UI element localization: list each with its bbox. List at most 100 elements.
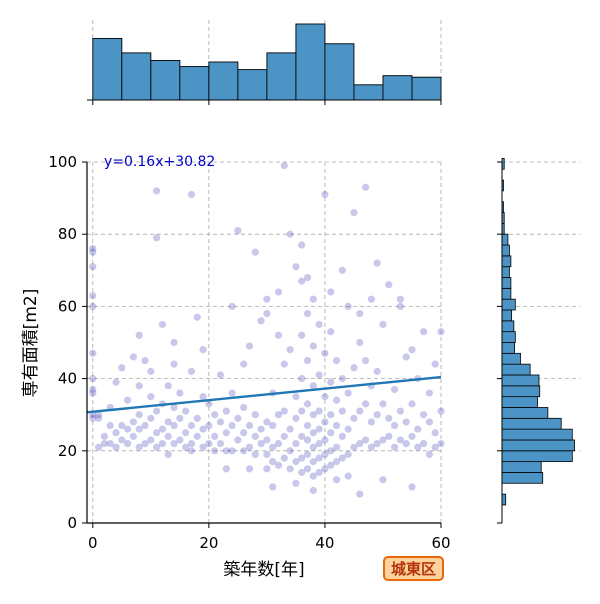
scatter-point <box>182 407 190 415</box>
scatter-point <box>414 443 422 451</box>
scatter-point <box>164 418 172 426</box>
scatter-point <box>211 432 219 440</box>
scatter-point <box>269 421 277 430</box>
scatter-point <box>437 328 445 336</box>
scatter-point <box>187 190 196 199</box>
regression-line <box>86 375 442 414</box>
scatter-point <box>135 382 143 390</box>
x-hist-bar <box>237 69 268 101</box>
scatter-point <box>315 454 323 462</box>
scatter-point <box>309 411 317 419</box>
y-hist-bar <box>501 342 515 354</box>
scatter-point <box>263 295 271 303</box>
scatter-point <box>205 421 213 430</box>
scatter-point <box>303 310 312 318</box>
scatter-point <box>222 447 230 455</box>
scatter-point <box>327 288 335 296</box>
x-hist-bar <box>179 66 210 101</box>
scatter-point <box>228 389 236 397</box>
scatter-point <box>251 411 259 419</box>
scatter-point <box>379 320 387 329</box>
scatter-point <box>315 468 323 477</box>
scatter-point <box>263 418 271 426</box>
scatter-point <box>240 360 248 368</box>
scatter-point <box>402 439 410 448</box>
scatter-point <box>367 295 375 303</box>
scatter-point <box>361 183 370 191</box>
scatter-point <box>321 436 329 444</box>
scatter-point <box>321 465 329 473</box>
scatter-point <box>89 291 97 300</box>
scatter-point <box>211 411 219 419</box>
scatter-point <box>309 486 317 495</box>
scatter-point <box>338 432 346 440</box>
scatter-point <box>298 407 306 415</box>
scatter-point <box>158 439 167 448</box>
scatter-point <box>222 407 230 415</box>
scatter-point <box>321 450 329 459</box>
scatter-point <box>164 432 172 440</box>
y-hist-bar <box>501 396 538 408</box>
scatter-point <box>141 439 149 448</box>
scatter-point <box>425 418 433 426</box>
x-hist-bar <box>411 76 442 101</box>
scatter-point <box>402 353 410 361</box>
scatter-point <box>89 248 97 256</box>
scatter-point <box>274 331 283 339</box>
y-hist-bar <box>501 309 513 322</box>
scatter-point <box>315 439 323 448</box>
scatter-point <box>205 439 213 448</box>
scatter-point <box>234 226 242 235</box>
y-hist-bar <box>501 385 541 398</box>
scatter-point <box>158 425 167 433</box>
scatter-point <box>338 407 346 415</box>
scatter-point <box>124 425 132 433</box>
scatter-point <box>344 472 352 480</box>
scatter-point <box>170 360 178 368</box>
scatter-point <box>263 450 271 459</box>
scatter-point <box>280 407 288 415</box>
scatter-point <box>89 245 97 253</box>
scatter-point <box>89 385 97 394</box>
scatter-point <box>385 281 393 289</box>
scatter-point <box>373 367 381 375</box>
scatter-point <box>298 468 306 477</box>
scatter-point <box>356 338 364 347</box>
scatter-point <box>124 396 132 404</box>
scatter-point <box>338 375 346 383</box>
scatter-point <box>315 371 323 379</box>
x-hist-bar <box>382 75 413 101</box>
scatter-point <box>274 439 283 448</box>
x-hist-bar <box>208 61 239 101</box>
scatter-point <box>309 295 317 303</box>
scatter-point <box>315 320 323 329</box>
scatter-point <box>321 393 329 401</box>
scatter-point <box>135 411 143 419</box>
y-hist-bar <box>501 417 562 430</box>
y-hist-bar <box>501 277 512 289</box>
scatter-point <box>361 400 370 408</box>
scatter-point <box>361 436 370 444</box>
scatter-point <box>298 277 306 285</box>
scatter-point <box>106 439 114 448</box>
scatter-point <box>211 447 219 455</box>
y-hist-bar <box>501 320 515 333</box>
scatter-point <box>263 310 271 318</box>
scatter-point <box>187 439 196 448</box>
scatter-point <box>280 162 288 170</box>
scatter-point <box>182 443 190 451</box>
scatter-point <box>402 418 410 426</box>
scatter-point <box>216 439 225 448</box>
scatter-point <box>298 432 306 440</box>
scatter-point <box>280 432 288 440</box>
scatter-point <box>298 331 306 339</box>
y-hist-bar <box>501 472 544 484</box>
scatter-point <box>425 450 433 459</box>
y-hist-bar <box>501 287 512 300</box>
scatter-point <box>141 356 149 365</box>
scatter-point <box>89 302 97 310</box>
scatter-point <box>193 313 201 321</box>
scatter-point <box>95 443 103 451</box>
scatter-point <box>280 360 288 368</box>
scatter-point <box>240 429 248 437</box>
